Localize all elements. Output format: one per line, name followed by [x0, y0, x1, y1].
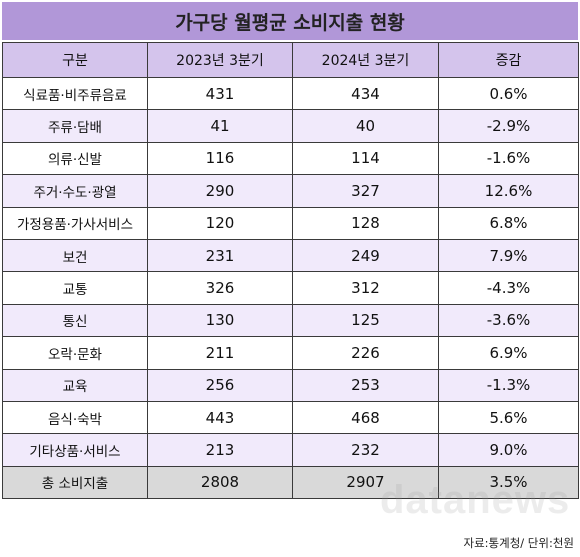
- row-change: 0.6%: [438, 76, 579, 111]
- row-2023q3: 256: [147, 368, 293, 402]
- row-change: -1.3%: [438, 368, 579, 402]
- row-2024q3: 249: [292, 238, 439, 273]
- row-2023q3: 431: [147, 76, 293, 111]
- table-row: 식료품·비주류음료 431 434 0.6%: [2, 76, 579, 111]
- table-row: 가정용품·가사서비스 120 128 6.8%: [2, 206, 579, 240]
- row-category: 주류·담배: [2, 109, 148, 143]
- row-2023q3: 2808: [147, 465, 293, 500]
- row-category: 교육: [2, 368, 148, 402]
- header-category: 구분: [2, 42, 148, 78]
- row-change: 3.5%: [438, 465, 579, 500]
- row-category: 식료품·비주류음료: [2, 76, 148, 111]
- row-2024q3: 312: [292, 271, 439, 305]
- row-2024q3: 226: [292, 336, 439, 370]
- row-2023q3: 326: [147, 271, 293, 305]
- table-row: 의류·신발 116 114 -1.6%: [2, 141, 579, 176]
- table-row: 기타상품·서비스 213 232 9.0%: [2, 433, 579, 467]
- row-category: 음식·숙박: [2, 400, 148, 435]
- row-2024q3: 40: [292, 109, 439, 143]
- row-2023q3: 213: [147, 433, 293, 467]
- row-2024q3: 232: [292, 433, 439, 467]
- header-row: 구분 2023년 3분기 2024년 3분기 증감: [2, 42, 579, 78]
- table-row: 통신 130 125 -3.6%: [2, 303, 579, 338]
- row-2024q3: 434: [292, 76, 439, 111]
- row-change: 12.6%: [438, 174, 579, 208]
- row-category: 기타상품·서비스: [2, 433, 148, 467]
- header-2023q3: 2023년 3분기: [147, 42, 293, 78]
- row-2023q3: 211: [147, 336, 293, 370]
- table-row: 주류·담배 41 40 -2.9%: [2, 109, 579, 143]
- table-row: 주거·수도·광열 290 327 12.6%: [2, 174, 579, 208]
- row-change: -3.6%: [438, 303, 579, 338]
- total-row: 총 소비지출 2808 2907 3.5%: [2, 465, 579, 500]
- table-title: 가구당 월평균 소비지출 현황: [2, 2, 578, 40]
- row-change: -2.9%: [438, 109, 579, 143]
- table-row: 음식·숙박 443 468 5.6%: [2, 400, 579, 435]
- row-2024q3: 327: [292, 174, 439, 208]
- row-2024q3: 468: [292, 400, 439, 435]
- row-category: 통신: [2, 303, 148, 338]
- spending-table: 구분 2023년 3분기 2024년 3분기 증감 식료품·비주류음료 431 43…: [2, 42, 579, 500]
- row-2023q3: 231: [147, 238, 293, 273]
- row-category: 총 소비지출: [2, 465, 148, 500]
- header-change: 증감: [438, 42, 579, 78]
- row-2024q3: 125: [292, 303, 439, 338]
- row-2023q3: 443: [147, 400, 293, 435]
- row-category: 오락·문화: [2, 336, 148, 370]
- table-row: 오락·문화 211 226 6.9%: [2, 336, 579, 370]
- row-change: 7.9%: [438, 238, 579, 273]
- row-change: -4.3%: [438, 271, 579, 305]
- row-category: 주거·수도·광열: [2, 174, 148, 208]
- table-row: 교육 256 253 -1.3%: [2, 368, 579, 402]
- row-change: 6.9%: [438, 336, 579, 370]
- row-change: -1.6%: [438, 141, 579, 176]
- row-change: 5.6%: [438, 400, 579, 435]
- source-note: 자료:통계청/ 단위:천원: [463, 536, 575, 550]
- row-2024q3: 114: [292, 141, 439, 176]
- header-2024q3: 2024년 3분기: [292, 42, 439, 78]
- row-2023q3: 130: [147, 303, 293, 338]
- row-2023q3: 116: [147, 141, 293, 176]
- row-category: 가정용품·가사서비스: [2, 206, 148, 240]
- row-2024q3: 2907: [292, 465, 439, 500]
- row-2023q3: 41: [147, 109, 293, 143]
- row-2023q3: 120: [147, 206, 293, 240]
- row-change: 6.8%: [438, 206, 579, 240]
- row-category: 보건: [2, 238, 148, 273]
- row-2023q3: 290: [147, 174, 293, 208]
- table-row: 교통 326 312 -4.3%: [2, 271, 579, 305]
- row-2024q3: 128: [292, 206, 439, 240]
- row-category: 교통: [2, 271, 148, 305]
- row-category: 의류·신발: [2, 141, 148, 176]
- table-row: 보건 231 249 7.9%: [2, 238, 579, 273]
- row-2024q3: 253: [292, 368, 439, 402]
- row-change: 9.0%: [438, 433, 579, 467]
